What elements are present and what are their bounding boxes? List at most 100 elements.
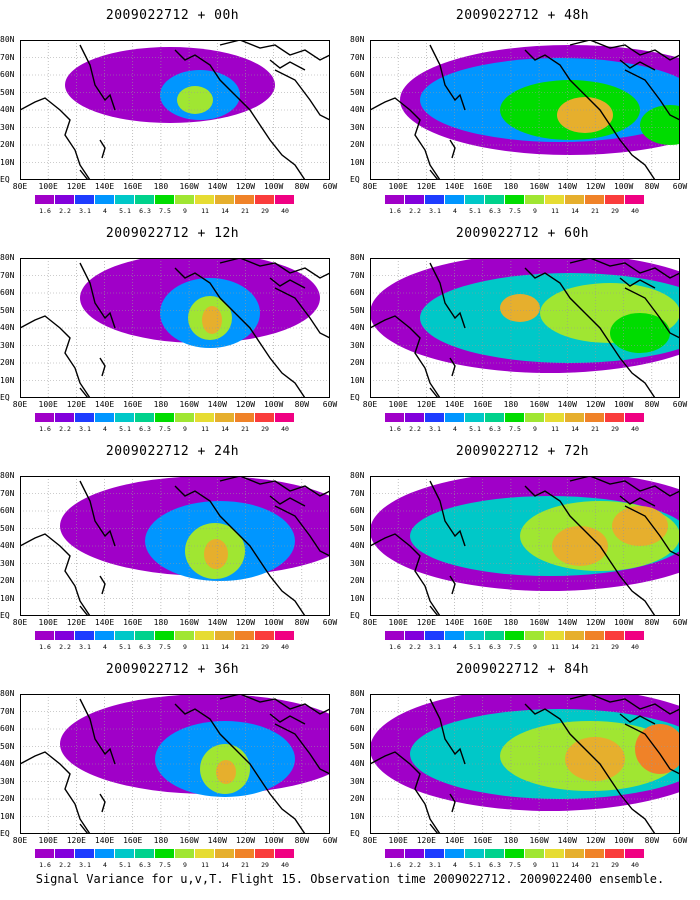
latitude-label: EQ [350,829,360,838]
panel-title: 2009022712 + 00h [105,8,240,23]
colorbar-label: 9 [183,643,187,651]
longitude-label: 160W [529,182,549,191]
colorbar-label: 29 [261,861,269,869]
longitude-label: 160E [123,182,143,191]
coastline [370,533,441,616]
colorbar-swatch [215,195,234,204]
map-svg [370,694,680,834]
longitude-label: 120W [585,836,606,845]
colorbar-label: 4 [103,861,107,869]
colorbar-swatch [425,631,444,640]
longitude-label: 80W [644,618,660,627]
panel-title: 2009022712 + 60h [455,226,590,241]
map-svg [370,258,680,398]
colorbar-swatch [55,195,74,204]
colorbar-swatch [155,413,174,422]
longitude-label: 180 [153,400,169,409]
longitude-label: 60W [322,400,338,409]
longitude-label: 120E [416,618,436,627]
colorbar-label: 11 [201,861,209,869]
colorbar-swatch [565,413,584,422]
colorbar-swatch [35,195,54,204]
coastline [569,40,680,61]
latitude-label: 20N [350,358,365,367]
longitude-label: 120W [585,618,606,627]
latitude-label: 10N [0,811,15,821]
longitude-label: 80E [12,836,28,845]
latitude-label: 10N [350,811,365,821]
latitude-label: 80N [0,689,15,698]
coastline [174,703,306,834]
panel-title: 2009022712 + 84h [455,662,590,677]
longitude-label: 100W [263,836,284,845]
latitude-label: 60N [350,506,365,515]
colorbar-swatch [135,413,154,422]
map-panel: 2009022712 + 24h 80N 70N 60N 50N 40N 30N 20N 10N… [0,436,345,651]
coastline [99,793,106,813]
colorbar-label: 6.3 [489,207,501,215]
longitude-label: 80W [644,182,660,191]
longitude-label: 100W [613,400,634,409]
colorbar-swatch [445,631,464,640]
colorbar-swatch [255,849,274,858]
coastline [174,485,306,616]
map-panel: 2009022712 + 12h 80N 70N 60N 50N 40N 30N 20N 10N… [0,218,345,433]
longitude-label: 120E [416,400,436,409]
colorbar-swatch [425,849,444,858]
colorbar-swatch [175,849,194,858]
latitude-label: EQ [350,175,360,184]
colorbar-swatch [155,849,174,858]
longitude-label: 140W [207,618,227,627]
longitude-label: 80E [362,182,378,191]
colorbar-swatch [275,631,294,640]
colorbar-label: 11 [551,207,559,215]
colorbar-swatch [485,195,504,204]
longitude-label: 120W [235,618,256,627]
latitude-label: 40N [350,323,365,332]
coastline [619,59,656,71]
latitude-label: 70N [0,706,15,716]
coastline [429,262,466,329]
variance-map [20,476,330,616]
colorbar-swatch [625,849,644,858]
longitude-label: 160E [473,182,493,191]
latitude-label: 20N [350,794,365,803]
colorbar-label: 9 [533,861,537,869]
coastline [569,258,680,279]
coastline [624,287,680,339]
colorbar-swatch [425,195,444,204]
colorbar-label: 4 [453,861,457,869]
longitude-label: 160W [179,836,199,845]
latitude-label: 20N [0,794,15,803]
colorbar-label: 4 [453,425,457,433]
coastline [569,476,680,497]
panel-title: 2009022712 + 24h [105,444,240,459]
longitude-label: 160W [179,618,199,627]
longitude-label: 80E [362,618,378,627]
colorbar-label: 40 [631,425,639,433]
latitude-label: 30N [0,776,15,786]
colorbar-label: 40 [281,207,289,215]
latitude-label: 60N [350,724,365,733]
colorbar-swatch [35,413,54,422]
longitude-label: 120E [66,836,86,845]
colorbar-swatch [115,631,134,640]
latitude-label: 20N [350,140,365,149]
colorbar-label: 5.1 [469,643,481,651]
latitude-label: 70N [350,270,365,280]
colorbar-label: 5.1 [469,425,481,433]
colorbar-swatch [445,195,464,204]
colorbar-label: 29 [261,207,269,215]
colorbar-label: 7.5 [509,861,521,869]
longitude-label: 120E [66,400,86,409]
longitude-label: 160E [123,836,143,845]
colorbar-label: 3.1 [79,643,91,651]
latitude-label: 50N [0,305,15,315]
colorbar-swatch [95,631,114,640]
colorbar-label: 2.2 [59,425,71,433]
colorbar-swatch [135,849,154,858]
latitude-label: 30N [0,340,15,350]
coastline [624,505,680,557]
longitude-label: 80W [644,836,660,845]
colorbar-label: 29 [611,207,619,215]
